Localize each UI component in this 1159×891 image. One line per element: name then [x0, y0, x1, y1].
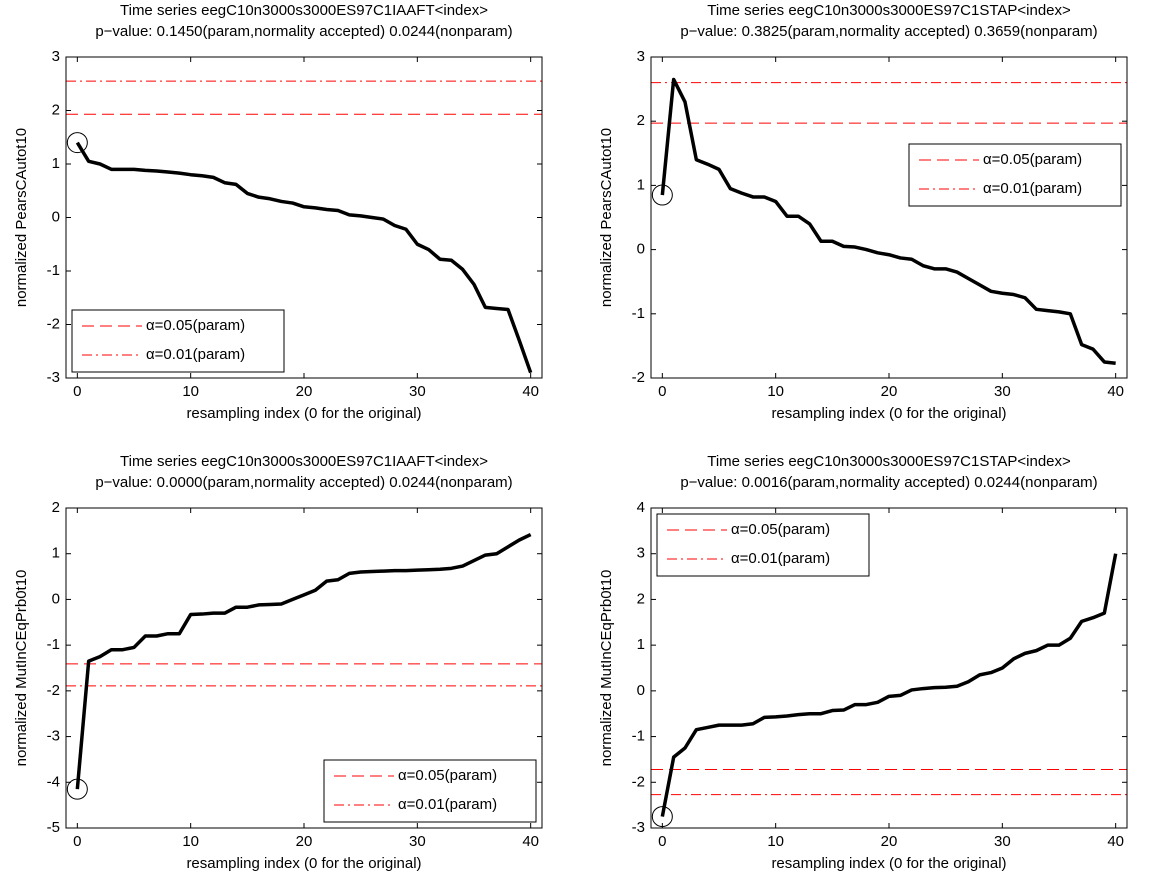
y-tick-label: -1 — [632, 305, 645, 322]
x-tick-label: 10 — [182, 383, 199, 400]
axes-box — [65, 507, 543, 829]
y-tick-label: 1 — [52, 155, 60, 172]
x-tick-label: 0 — [658, 833, 666, 850]
legend: α=0.05(param) α=0.01(param) — [908, 143, 1122, 207]
legend-label: α=0.01(param) — [731, 550, 830, 567]
y-tick-label: -1 — [632, 728, 645, 745]
original-marker — [651, 184, 673, 206]
chart-subtitle: p−value: 0.1450(param,normality accepted… — [95, 23, 512, 40]
x-tick-label: 20 — [881, 833, 898, 850]
x-tick-label: 0 — [73, 833, 81, 850]
y-tick-label: 0 — [637, 241, 645, 258]
y-tick-label: -4 — [47, 773, 60, 790]
original-marker — [66, 778, 88, 800]
x-tick-label: 20 — [296, 833, 313, 850]
legend-label: α=0.05(param) — [731, 521, 830, 538]
x-tick-label: 0 — [73, 383, 81, 400]
x-tick-label: 40 — [522, 833, 539, 850]
chart-title: Time series eegC10n3000s3000ES97C1STAP<i… — [707, 2, 1071, 19]
data-line — [660, 77, 1116, 365]
legend-label: α=0.01(param) — [983, 180, 1082, 197]
plot: 0 10 20 30 40 -3 -2 -1 0 1 2 3 Time series eegC10n30… — [13, 2, 543, 422]
x-tick-label: 0 — [658, 383, 666, 400]
y-tick-label: 0 — [637, 682, 645, 699]
legend: α=0.05(param) α=0.01(param) — [323, 759, 537, 823]
x-tick-label: 30 — [994, 383, 1011, 400]
legend-label: α=0.05(param) — [398, 767, 497, 784]
y-axis-label: normalized PearsCAutot10 — [13, 128, 30, 307]
x-tick-label: 10 — [767, 833, 784, 850]
y-tick-label: 1 — [637, 176, 645, 193]
y-tick-label: 2 — [637, 590, 645, 607]
x-tick-label: 40 — [1107, 383, 1124, 400]
y-tick-label: -1 — [47, 636, 60, 653]
axes-box — [65, 56, 543, 379]
y-tick-label: -2 — [632, 369, 645, 386]
chart-subtitle: p−value: 0.0000(param,normality accepted… — [95, 474, 512, 491]
y-tick-label: -3 — [632, 819, 645, 836]
x-tick-label: 10 — [182, 833, 199, 850]
y-tick-label: 4 — [637, 499, 645, 516]
x-tick-label: 30 — [409, 383, 426, 400]
plot: 0 10 20 30 40 -3 -2 -1 0 1 2 3 4 Time series eegC10n3… — [598, 453, 1128, 872]
y-tick-label: -2 — [47, 315, 60, 332]
x-axis-label: resampling index (0 for the original) — [186, 405, 421, 422]
y-tick-label: -3 — [47, 728, 60, 745]
legend-label: α=0.05(param) — [983, 151, 1082, 168]
x-tick-label: 40 — [1107, 833, 1124, 850]
axes-box — [650, 56, 1128, 379]
x-tick-label: 20 — [881, 383, 898, 400]
y-axis-label: normalized MutInCEqPrb0t10 — [598, 570, 615, 767]
legend-box — [71, 309, 285, 373]
legend: α=0.05(param) α=0.01(param) — [656, 513, 870, 577]
legend-box — [656, 513, 870, 577]
x-axis-label: resampling index (0 for the original) — [771, 405, 1006, 422]
chart-title: Time series eegC10n3000s3000ES97C1STAP<i… — [707, 453, 1071, 470]
data-line — [75, 141, 533, 374]
y-tick-label: -2 — [47, 682, 60, 699]
legend-box — [323, 759, 537, 823]
legend: α=0.05(param) α=0.01(param) — [71, 309, 285, 373]
x-tick-label: 40 — [522, 383, 539, 400]
plot: 0 10 20 30 40 -5 -4 -3 -2 -1 0 1 2 Time series eegC10… — [13, 453, 543, 872]
y-tick-label: -1 — [47, 262, 60, 279]
y-tick-label: 2 — [52, 101, 60, 118]
chart-title: Time series eegC10n3000s3000ES97C1IAAFT<… — [120, 2, 488, 19]
x-tick-label: 30 — [409, 833, 426, 850]
legend-box — [908, 143, 1122, 207]
chart-title: Time series eegC10n3000s3000ES97C1IAAFT<… — [120, 453, 488, 470]
y-tick-label: 3 — [52, 48, 60, 65]
y-tick-label: -2 — [632, 773, 645, 790]
chart-subtitle: p−value: 0.0016(param,normality accepted… — [680, 474, 1097, 491]
y-tick-label: 1 — [637, 636, 645, 653]
x-axis-label: resampling index (0 for the original) — [186, 855, 421, 872]
x-tick-label: 20 — [296, 383, 313, 400]
original-marker — [66, 132, 88, 154]
x-tick-label: 10 — [767, 383, 784, 400]
y-tick-label: 3 — [637, 48, 645, 65]
data-line — [660, 553, 1118, 817]
y-tick-label: 1 — [52, 545, 60, 562]
y-tick-label: -5 — [47, 819, 60, 836]
y-tick-label: -3 — [47, 369, 60, 386]
y-tick-label: 0 — [52, 590, 60, 607]
y-tick-label: 2 — [637, 112, 645, 129]
x-axis-label: resampling index (0 for the original) — [771, 855, 1006, 872]
axes-box — [650, 507, 1128, 829]
y-tick-label: 0 — [52, 208, 60, 225]
legend-label: α=0.01(param) — [146, 346, 245, 363]
data-line — [75, 532, 532, 790]
plot: 0 10 20 30 40 -2 -1 0 1 2 3 Time series eegC10n3000… — [598, 2, 1128, 422]
y-axis-label: normalized PearsCAutot10 — [598, 128, 615, 307]
original-marker — [651, 806, 673, 828]
y-axis-label: normalized MutInCEqPrb0t10 — [13, 570, 30, 767]
x-tick-label: 30 — [994, 833, 1011, 850]
legend-label: α=0.05(param) — [146, 317, 245, 334]
chart-subtitle: p−value: 0.3825(param,normality accepted… — [680, 23, 1097, 40]
legend-label: α=0.01(param) — [398, 796, 497, 813]
y-tick-label: 2 — [52, 499, 60, 516]
y-tick-label: 3 — [637, 545, 645, 562]
